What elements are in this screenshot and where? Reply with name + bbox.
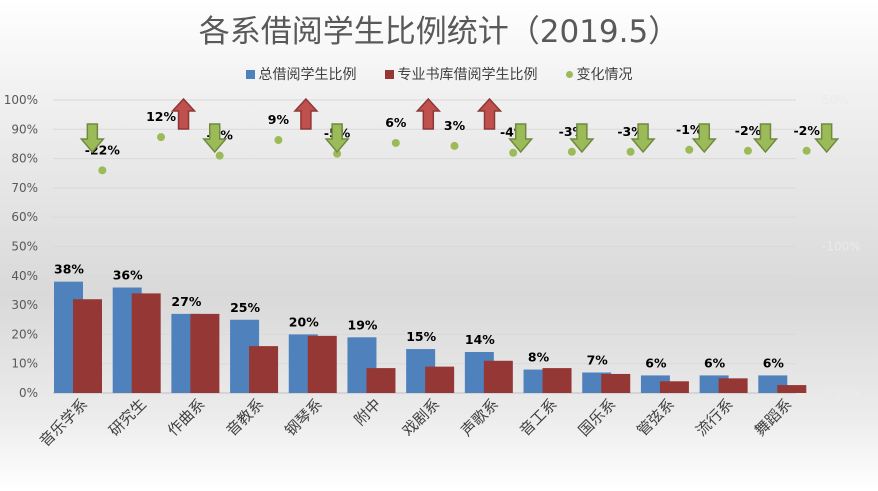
x-tick-label: 管弦系: [634, 395, 679, 440]
arrow-down-icon: [752, 123, 779, 154]
legend-label: 专业书库借阅学生比例: [397, 67, 538, 83]
change-point: [274, 136, 283, 145]
bar-special: [366, 368, 396, 393]
arrow-up-icon: [415, 97, 442, 130]
change-point: [157, 133, 166, 142]
bar-data-label: 7%: [587, 352, 609, 367]
bar-special: [542, 368, 572, 393]
bar-special: [73, 299, 102, 393]
change-point: [450, 141, 459, 150]
bar-special: [718, 378, 748, 393]
arrow-down-icon: [569, 123, 595, 154]
bar-special: [249, 346, 279, 393]
x-tick-label: 声歌系: [457, 395, 502, 440]
change-point: [98, 166, 107, 175]
chart-title: 各系借阅学生比例统计（2019.5）: [198, 14, 680, 50]
arrow-up-icon: [293, 97, 319, 130]
change-point: [626, 147, 635, 156]
bar-data-label: 14%: [465, 332, 495, 347]
y-tick-label: 80%: [11, 152, 38, 166]
arrow-down-icon: [202, 123, 228, 154]
x-tick-label: 音教系: [223, 395, 268, 440]
y-tick-label: 10%: [11, 357, 38, 371]
bar-data-label: 6%: [763, 355, 785, 370]
x-tick-label: 作曲系: [164, 395, 209, 440]
change-data-label: 9%: [268, 112, 290, 127]
bar-special: [659, 381, 689, 393]
x-tick-label: 舞蹈系: [751, 395, 796, 440]
y-tick-label: 40%: [11, 269, 38, 283]
change-point: [567, 147, 576, 156]
bar-data-label: 20%: [289, 314, 319, 329]
change-point: [215, 151, 224, 160]
bar-data-label: 15%: [406, 329, 436, 344]
legend-swatch: [384, 69, 394, 79]
y2-tick-label: 50%: [822, 93, 849, 107]
change-data-label: 3%: [444, 118, 466, 133]
bar-special: [483, 360, 513, 393]
bar-data-label: 6%: [704, 355, 726, 370]
y-tick-label: 60%: [11, 210, 38, 224]
y-tick-label: 20%: [11, 327, 38, 341]
arrow-down-icon: [814, 123, 840, 154]
bar-data-label: 19%: [348, 317, 378, 332]
x-tick-label: 附中: [351, 395, 385, 429]
x-tick-label: 音工系: [516, 395, 561, 440]
bar-special: [601, 373, 631, 393]
bar-special: [131, 293, 161, 393]
change-data-label: -2%: [793, 123, 820, 138]
y-tick-label: 90%: [11, 122, 38, 136]
legend-label: 总借阅学生比例: [258, 67, 357, 83]
change-point: [743, 146, 752, 155]
legend-item-change: 变化情况: [565, 64, 633, 84]
x-tick-label: 戏剧系: [399, 395, 444, 440]
y-tick-label: 50%: [11, 240, 38, 254]
change-point: [685, 145, 694, 154]
bar-special: [425, 366, 455, 393]
y2-tick-label: -100%: [822, 240, 861, 254]
y-tick-label: 100%: [4, 93, 38, 107]
x-tick-label: 流行系: [692, 395, 737, 440]
arrow-up-icon: [170, 97, 197, 130]
y2-tick-label: -250%: [822, 386, 861, 400]
change-point: [802, 146, 811, 155]
change-data-label: 6%: [385, 115, 407, 130]
arrow-down-icon: [691, 123, 717, 154]
change-point: [333, 149, 342, 158]
legend: 总借阅学生比例 专业书库借阅学生比例 变化情况: [0, 64, 878, 84]
change-data-label: -2%: [735, 123, 762, 138]
legend-swatch: [245, 69, 255, 79]
legend-swatch: [565, 70, 573, 78]
arrow-down-icon: [630, 123, 656, 154]
arrow-down-icon: [79, 123, 105, 154]
legend-item-special: 专业书库借阅学生比例: [384, 64, 538, 84]
y-tick-label: 30%: [11, 298, 38, 312]
legend-label: 变化情况: [576, 67, 633, 83]
x-tick-label: 钢琴系: [281, 395, 326, 440]
x-tick-label: 国乐系: [575, 395, 620, 440]
y-tick-label: 70%: [11, 181, 38, 195]
bar-data-label: 25%: [230, 300, 260, 315]
bar-data-label: 36%: [113, 268, 143, 283]
y-tick-label: 0%: [19, 386, 38, 400]
bar-data-label: 6%: [645, 355, 667, 370]
legend-item-total: 总借阅学生比例: [245, 64, 357, 84]
change-data-label: 12%: [146, 109, 176, 124]
arrow-down-icon: [508, 123, 534, 154]
bar-special: [190, 313, 220, 393]
change-point: [509, 148, 518, 157]
arrow-up-icon: [476, 97, 503, 130]
change-point: [391, 138, 400, 147]
x-tick-label: 音乐学系: [36, 395, 91, 450]
bar-data-label: 38%: [54, 262, 84, 277]
bar-data-label: 8%: [528, 350, 550, 365]
bar-data-label: 27%: [171, 294, 201, 309]
bar-special: [777, 385, 807, 393]
bar-special: [307, 335, 337, 393]
change-data-label: -1%: [676, 122, 703, 137]
x-tick-label: 研究生: [105, 395, 150, 440]
arrow-down-icon: [324, 123, 350, 154]
